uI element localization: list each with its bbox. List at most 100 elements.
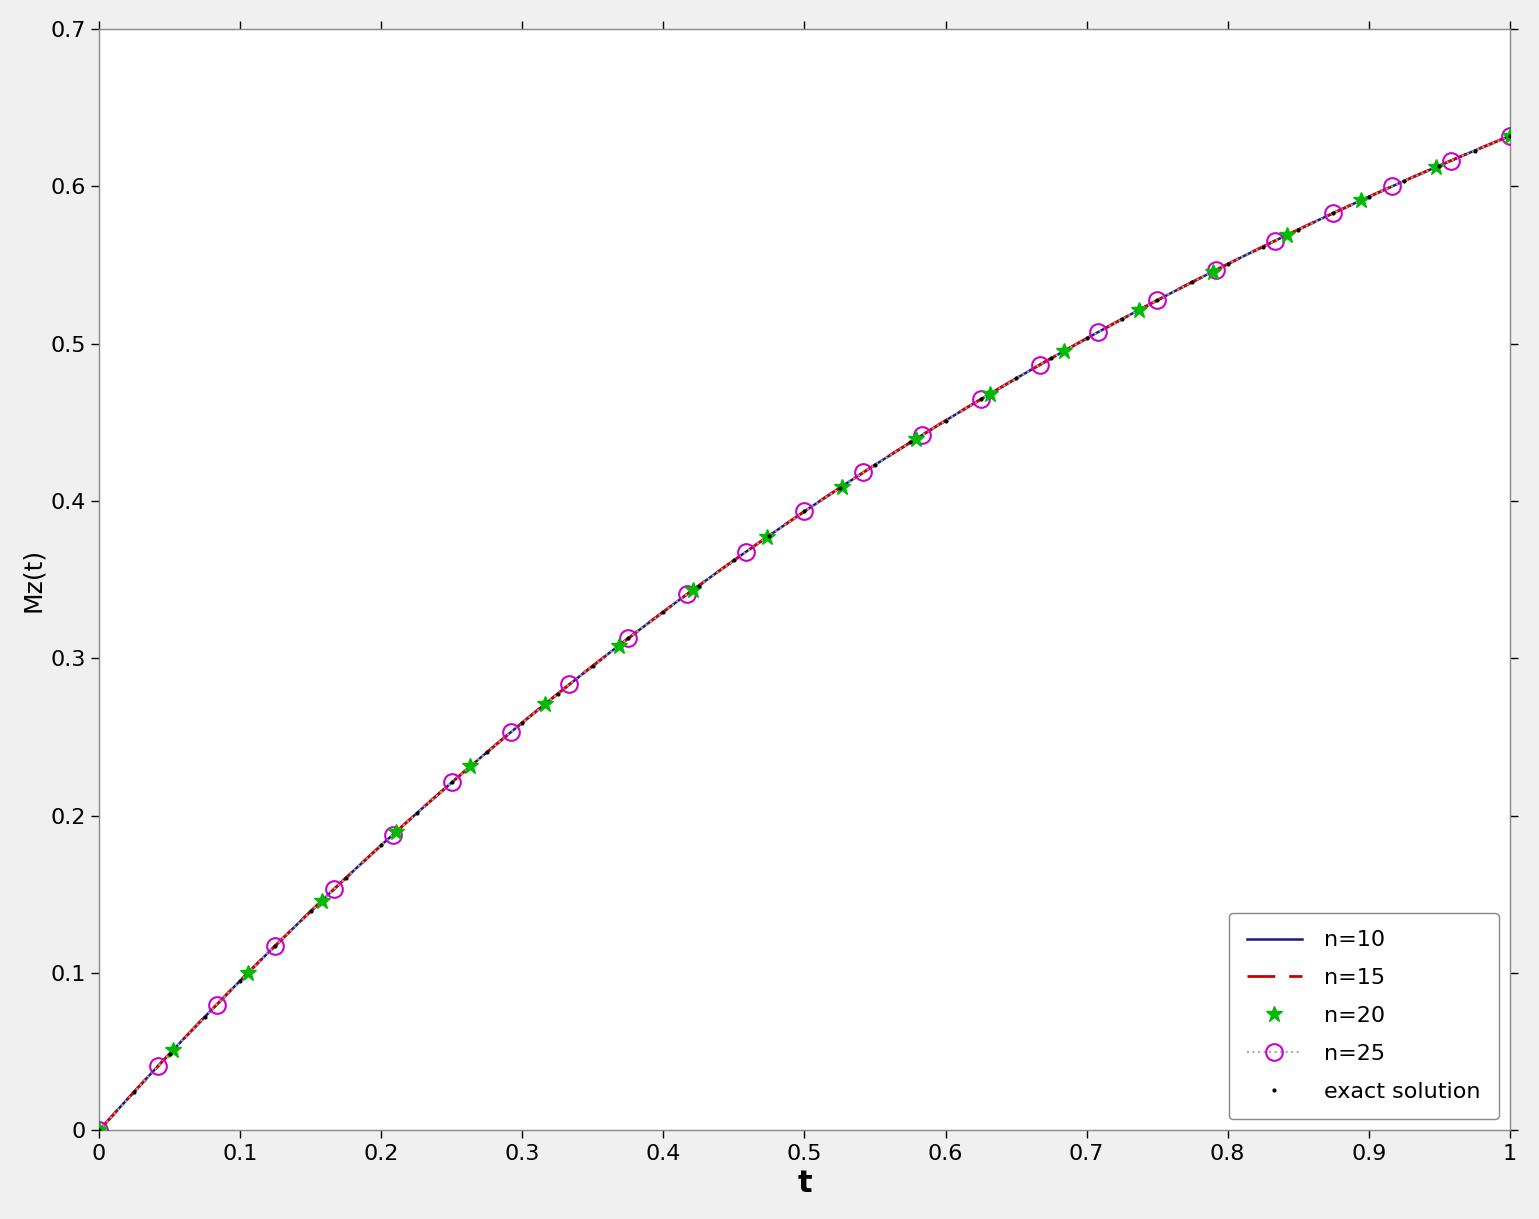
n=25 (383, 828, 402, 842)
exact solution (831, 480, 850, 495)
exact solution (1430, 158, 1448, 173)
n=20 (609, 639, 628, 653)
n=25 (971, 393, 990, 407)
n=25 (266, 939, 285, 953)
n=25 (1384, 179, 1402, 194)
exact solution (1465, 144, 1484, 158)
n=20 (165, 1042, 183, 1057)
exact solution (971, 393, 990, 407)
n=25 (737, 545, 756, 560)
n=20 (759, 529, 777, 544)
n=25 (560, 677, 579, 691)
exact solution (408, 806, 426, 820)
exact solution (725, 553, 743, 568)
n=15 (549, 685, 568, 700)
Line: n=20: n=20 (91, 128, 1517, 1139)
n=15 (977, 389, 996, 403)
n=25 (1324, 206, 1342, 221)
exact solution (1219, 257, 1237, 272)
n=10 (260, 945, 279, 959)
n=20 (312, 894, 331, 908)
n=25 (502, 725, 520, 740)
n=20 (536, 697, 554, 712)
exact solution (1290, 222, 1308, 236)
exact solution (900, 435, 919, 450)
n=10 (977, 389, 996, 403)
exact solution (160, 1046, 179, 1061)
exact solution (866, 457, 885, 472)
n=15 (260, 945, 279, 959)
Line: n=25: n=25 (91, 128, 1517, 1139)
n=20 (833, 479, 851, 494)
n=20 (1277, 228, 1296, 243)
n=20 (1427, 160, 1445, 174)
n=25 (1501, 129, 1519, 144)
exact solution (1183, 274, 1202, 289)
n=20 (1353, 193, 1371, 207)
n=20 (386, 824, 405, 839)
n=15 (648, 608, 666, 623)
exact solution (125, 1084, 143, 1098)
exact solution (654, 605, 673, 619)
exact solution (1359, 189, 1377, 204)
exact solution (89, 1123, 108, 1137)
Line: n=10: n=10 (98, 137, 1510, 1130)
n=25 (89, 1123, 108, 1137)
n=10 (1116, 311, 1134, 325)
n=20 (1501, 129, 1519, 144)
n=25 (208, 997, 226, 1012)
n=25 (677, 588, 696, 602)
n=20 (1130, 302, 1148, 317)
exact solution (1394, 174, 1413, 189)
n=20 (1203, 265, 1222, 279)
n=10 (549, 685, 568, 700)
exact solution (689, 578, 708, 592)
exact solution (1077, 332, 1096, 346)
n=15 (1108, 315, 1127, 329)
exact solution (1042, 351, 1060, 366)
n=20 (462, 759, 480, 774)
X-axis label: t: t (797, 1169, 811, 1198)
exact solution (337, 870, 356, 885)
exact solution (195, 1009, 214, 1024)
Line: n=15: n=15 (98, 137, 1510, 1130)
n=10 (89, 1123, 108, 1137)
exact solution (372, 837, 391, 852)
n=25 (325, 881, 343, 896)
n=15 (1116, 311, 1134, 325)
Line: exact solution: exact solution (97, 133, 1513, 1134)
n=25 (149, 1059, 168, 1074)
n=25 (1207, 262, 1225, 277)
exact solution (231, 974, 249, 989)
exact solution (443, 775, 462, 790)
n=20 (980, 386, 999, 401)
n=20 (906, 432, 925, 446)
exact solution (936, 413, 954, 428)
exact solution (619, 631, 637, 646)
n=25 (854, 466, 873, 480)
exact solution (1007, 371, 1025, 385)
exact solution (1113, 312, 1131, 327)
exact solution (1324, 206, 1342, 221)
n=25 (913, 428, 931, 442)
n=20 (89, 1123, 108, 1137)
n=25 (443, 775, 462, 790)
Legend: n=10, n=15, n=20, n=25, exact solution: n=10, n=15, n=20, n=25, exact solution (1228, 913, 1499, 1119)
exact solution (302, 904, 320, 919)
Y-axis label: Mz(t): Mz(t) (22, 547, 45, 612)
n=25 (796, 505, 814, 519)
exact solution (760, 528, 779, 542)
n=20 (683, 583, 702, 597)
n=25 (1442, 154, 1461, 168)
n=25 (619, 631, 637, 646)
n=15 (1501, 129, 1519, 144)
exact solution (266, 939, 285, 953)
exact solution (1501, 129, 1519, 144)
exact solution (1254, 239, 1273, 254)
n=25 (1090, 324, 1108, 339)
n=25 (1030, 357, 1048, 372)
exact solution (796, 505, 814, 519)
n=25 (1148, 293, 1167, 307)
exact solution (548, 686, 566, 701)
n=10 (1108, 315, 1127, 329)
